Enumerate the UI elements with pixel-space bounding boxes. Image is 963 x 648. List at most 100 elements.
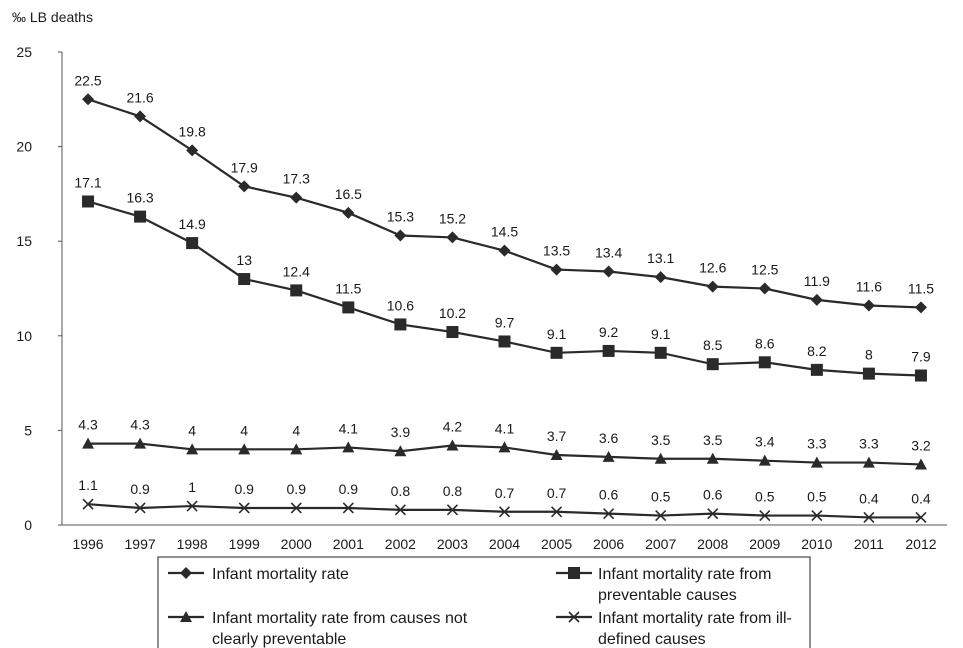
square-marker	[654, 346, 667, 359]
data-label: 3.5	[703, 432, 723, 448]
data-label: 4	[292, 422, 300, 438]
legend-label-line2: defined causes	[598, 631, 706, 648]
square-marker	[342, 301, 355, 314]
legend-label: Infant mortality rate from ill-	[598, 610, 792, 627]
triangle-marker	[238, 443, 251, 455]
data-label: 13.1	[647, 250, 674, 266]
x-marker	[550, 506, 563, 518]
data-label: 3.3	[859, 436, 879, 452]
square-marker	[290, 284, 303, 297]
series-layer	[82, 93, 927, 523]
x-marker	[446, 504, 459, 516]
data-label: 13.4	[595, 244, 622, 260]
data-label: 19.8	[179, 123, 206, 139]
triangle-marker	[810, 456, 823, 468]
data-label: 3.7	[547, 428, 567, 444]
data-label: 13	[236, 252, 252, 268]
x-tick-label: 2008	[697, 536, 728, 552]
triangle-marker	[758, 454, 771, 466]
data-label: 12.6	[699, 260, 726, 276]
data-label: 3.6	[599, 430, 619, 446]
diamond-marker	[238, 180, 251, 193]
legend-label-line2: clearly preventable	[212, 631, 346, 648]
x-tick-label: 2003	[437, 536, 468, 552]
triangle-marker	[186, 443, 199, 455]
x-tick-label: 2001	[333, 536, 364, 552]
x-marker	[759, 509, 771, 522]
data-label: 0.6	[703, 487, 723, 503]
diamond-marker	[914, 301, 927, 314]
data-label: 21.6	[126, 89, 153, 105]
x-tick-label: 1999	[229, 536, 260, 552]
data-label: 1	[188, 479, 196, 495]
x-tick-label: 2010	[801, 536, 832, 552]
data-label: 10.6	[387, 297, 414, 313]
x-marker	[811, 509, 823, 522]
x-tick-label: 2009	[749, 536, 780, 552]
diamond-marker	[758, 282, 771, 295]
x-tick-label: 2011	[854, 536, 884, 552]
triangle-marker	[914, 458, 927, 470]
legend-entry: Infant mortality rate	[168, 566, 349, 583]
triangle-marker	[342, 441, 355, 453]
diamond-marker	[180, 567, 192, 579]
data-label: 9.2	[599, 324, 619, 340]
x-tick-label: 1997	[125, 536, 156, 552]
data-label: 15.3	[387, 209, 414, 225]
x-marker	[603, 508, 615, 520]
x-marker	[394, 504, 406, 516]
square-marker	[602, 344, 615, 357]
data-label: 4	[240, 422, 248, 438]
y-tick-label: 0	[24, 517, 32, 533]
data-label: 3.5	[651, 432, 671, 448]
x-tick-label: 2004	[489, 536, 520, 552]
legend-label: Infant mortality rate from	[598, 566, 771, 583]
legend-entry: Infant mortality rate from preventable ca…	[556, 566, 771, 604]
y-tick-label: 5	[24, 422, 32, 438]
square-marker	[394, 318, 407, 331]
square-marker	[498, 335, 511, 348]
data-label: 0.4	[859, 490, 879, 506]
square-marker	[914, 369, 927, 382]
square-marker	[82, 195, 95, 208]
data-label: 22.5	[74, 72, 101, 88]
square-marker	[446, 326, 459, 339]
square-marker	[134, 210, 147, 223]
diamond-marker	[134, 110, 147, 123]
square-marker	[238, 273, 251, 286]
data-label: 13.5	[543, 243, 570, 259]
legend-label-line2: preventable causes	[598, 587, 737, 604]
legend: Infant mortality rate Infant mortality ra…	[157, 556, 811, 648]
x-tick-label: 2000	[281, 536, 312, 552]
x-marker	[186, 500, 198, 512]
data-label: 8.2	[807, 343, 827, 359]
triangle-marker	[290, 443, 303, 455]
legend-entry: Infant mortality rate from causes not cle…	[168, 610, 468, 648]
x-tick-label: 2012	[905, 536, 936, 552]
y-axis-title: ‰ LB deaths	[12, 9, 93, 25]
data-label: 4.1	[495, 420, 515, 436]
series-2	[82, 195, 927, 382]
square-marker	[706, 358, 719, 371]
data-label: 17.3	[283, 171, 310, 187]
triangle-marker	[706, 452, 719, 464]
data-label: 9.1	[547, 326, 567, 342]
square-marker	[758, 356, 771, 369]
data-label: 4	[188, 422, 196, 438]
x-marker	[342, 502, 354, 514]
series-line	[87, 98, 922, 309]
data-label: 14.9	[179, 216, 206, 232]
data-label: 15.2	[439, 210, 466, 226]
data-label: 7.9	[911, 349, 931, 365]
data-label: 16.5	[335, 186, 362, 202]
x-marker	[707, 508, 719, 520]
x-marker	[498, 506, 511, 518]
data-label: 14.5	[491, 224, 518, 240]
square-marker	[862, 367, 875, 380]
data-label: 0.7	[495, 485, 515, 501]
x-tick-label: 2006	[593, 536, 624, 552]
triangle-marker	[446, 439, 459, 451]
data-label: 10.2	[439, 305, 466, 321]
axes	[61, 52, 947, 526]
